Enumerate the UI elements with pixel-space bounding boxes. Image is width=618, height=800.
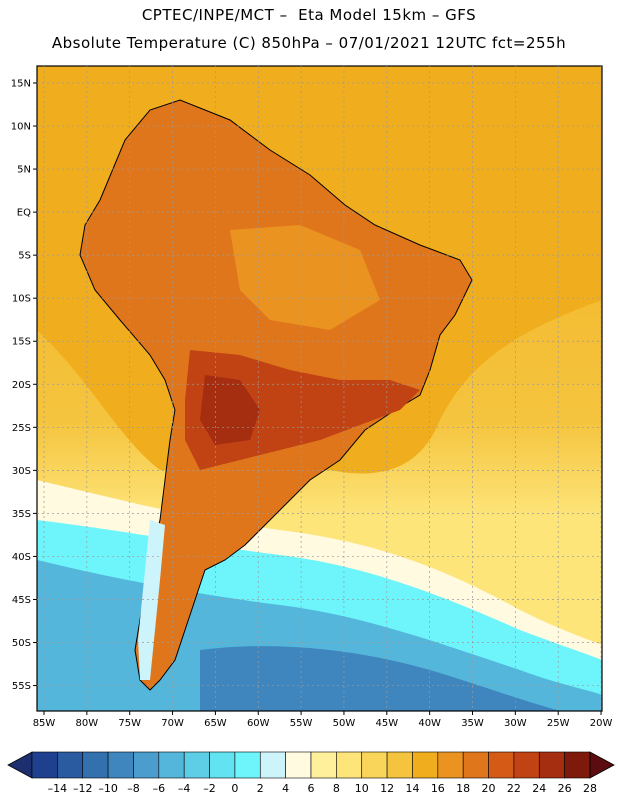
colorbar-swatch — [259, 751, 286, 779]
land-andes-cold — [138, 520, 165, 680]
colorbar-label: 0 — [231, 782, 238, 795]
ocean-cold-3 — [200, 646, 560, 711]
longitude-axis: 85W 80W 75W 70W 65W 60W 55W 50W 45W 40W 35W 30W 25W 2… — [33, 711, 613, 729]
lon-tick-label: 40W — [418, 718, 441, 729]
lat-tick-label: 5S — [18, 251, 31, 262]
lat-tick-label: 40S — [12, 552, 31, 563]
map-frame — [36, 65, 603, 712]
colorbar-swatch — [31, 751, 58, 779]
colorbar-swatch — [386, 751, 413, 779]
map-title-line2: Absolute Temperature (C) 850hPa – 07/01/… — [51, 34, 567, 52]
lon-tick-label: 85W — [33, 718, 56, 729]
lon-tick-label: 20W — [590, 718, 613, 729]
land-amazon-zone — [230, 225, 380, 330]
colorbar-swatch — [462, 751, 489, 779]
lat-tick-label: 55S — [12, 681, 31, 692]
colorbar-label: –12 — [73, 782, 93, 795]
colorbar-label: 4 — [282, 782, 289, 795]
lon-tick-label: 70W — [161, 718, 184, 729]
colorbar-label: –10 — [98, 782, 118, 795]
colorbar-label: 6 — [308, 782, 315, 795]
colorbar-label: –14 — [48, 782, 68, 795]
land-hottest-zone — [200, 375, 260, 445]
map-title-line1: CPTEC/INPE/MCT – Eta Model 15km – GFS — [141, 6, 477, 24]
latitude-axis: 15N 10N 5N EQ 5S 10S 15S 20S 25S 30S 35S 40S 45S 50S 5… — [11, 79, 37, 692]
lat-tick-label: 10S — [12, 294, 31, 305]
colorbar-labels: –14 –12 –10 –8 –6 –4 –2 0 2 4 6 8 10 12 14 16 18 20 22 24 26… — [48, 782, 597, 795]
colorbar-label: 8 — [333, 782, 340, 795]
colorbar-label: 20 — [482, 782, 496, 795]
colorbar-label: 24 — [532, 782, 546, 795]
colorbar-label: –8 — [127, 782, 140, 795]
lon-tick-label: 50W — [333, 718, 356, 729]
colorbar-swatch — [82, 751, 109, 779]
lat-tick-label: 15N — [11, 79, 31, 90]
lat-tick-label: 25S — [12, 423, 31, 434]
lon-tick-label: 45W — [375, 718, 398, 729]
colorbar-arrow-left — [7, 751, 33, 779]
lon-tick-label: 80W — [76, 718, 99, 729]
colorbar-swatch — [158, 751, 185, 779]
lon-tick-label: 55W — [290, 718, 313, 729]
lat-tick-label: 30S — [12, 466, 31, 477]
lat-tick-label: 15S — [12, 337, 31, 348]
lat-tick-label: 45S — [12, 595, 31, 606]
lat-tick-label: 35S — [12, 509, 31, 520]
colorbar-label: –4 — [178, 782, 191, 795]
colorbar-swatch — [285, 751, 312, 779]
colorbar-swatch — [488, 751, 515, 779]
colorbar-label: 26 — [558, 782, 572, 795]
colorbar-swatch — [107, 751, 134, 779]
lon-tick-label: 25W — [547, 718, 570, 729]
lon-tick-label: 75W — [118, 718, 141, 729]
colorbar-swatch — [538, 751, 565, 779]
map-field — [37, 66, 602, 711]
colorbar-label: 2 — [257, 782, 264, 795]
lat-tick-label: 5N — [17, 165, 31, 176]
lat-tick-label: 20S — [12, 380, 31, 391]
lat-tick-label: 50S — [12, 638, 31, 649]
colorbar-arrow-right — [589, 751, 615, 779]
lon-tick-label: 65W — [204, 718, 227, 729]
colorbar-swatch — [336, 751, 363, 779]
colorbar-label: 22 — [507, 782, 521, 795]
colorbar — [7, 751, 615, 779]
colorbar-label: –6 — [153, 782, 166, 795]
colorbar-swatch — [310, 751, 337, 779]
colorbar-swatch — [234, 751, 261, 779]
colorbar-swatch — [361, 751, 388, 779]
map-gridlines — [37, 66, 602, 711]
lon-tick-label: 35W — [461, 718, 484, 729]
colorbar-label: 28 — [583, 782, 597, 795]
lat-tick-label: 10N — [11, 122, 31, 133]
lon-tick-label: 30W — [504, 718, 527, 729]
colorbar-label: 10 — [355, 782, 369, 795]
lat-tick-label: EQ — [17, 208, 31, 219]
colorbar-label: 12 — [380, 782, 394, 795]
colorbar-swatch — [183, 751, 210, 779]
colorbar-swatch — [209, 751, 236, 779]
colorbar-label: 14 — [405, 782, 419, 795]
colorbar-swatch — [57, 751, 84, 779]
colorbar-label: 18 — [456, 782, 470, 795]
colorbar-swatch — [437, 751, 464, 779]
colorbar-swatch — [133, 751, 160, 779]
colorbar-swatch — [564, 751, 591, 779]
colorbar-label: 16 — [431, 782, 445, 795]
colorbar-swatch — [412, 751, 439, 779]
colorbar-swatch — [513, 751, 540, 779]
colorbar-label: –2 — [203, 782, 216, 795]
lon-tick-label: 60W — [247, 718, 270, 729]
